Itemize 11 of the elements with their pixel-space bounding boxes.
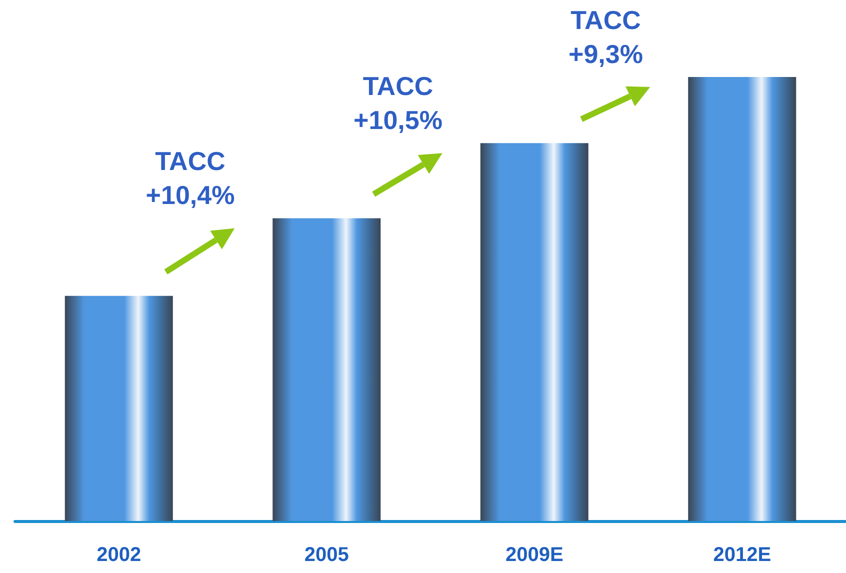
bar bbox=[688, 77, 796, 521]
x-tick-label: 2005 bbox=[304, 544, 349, 566]
bar bbox=[480, 143, 588, 521]
bar bbox=[64, 296, 173, 521]
annotation: TACC +10,5% bbox=[354, 71, 442, 136]
x-tick-label: 2009E bbox=[505, 544, 564, 566]
text: TACC +9,3% bbox=[568, 5, 643, 69]
x-tick-label: 2012E bbox=[713, 544, 772, 566]
bar bbox=[272, 218, 381, 521]
x-tick-label: 2002 bbox=[96, 544, 142, 566]
annotation: TACC +10,4% bbox=[146, 146, 235, 210]
